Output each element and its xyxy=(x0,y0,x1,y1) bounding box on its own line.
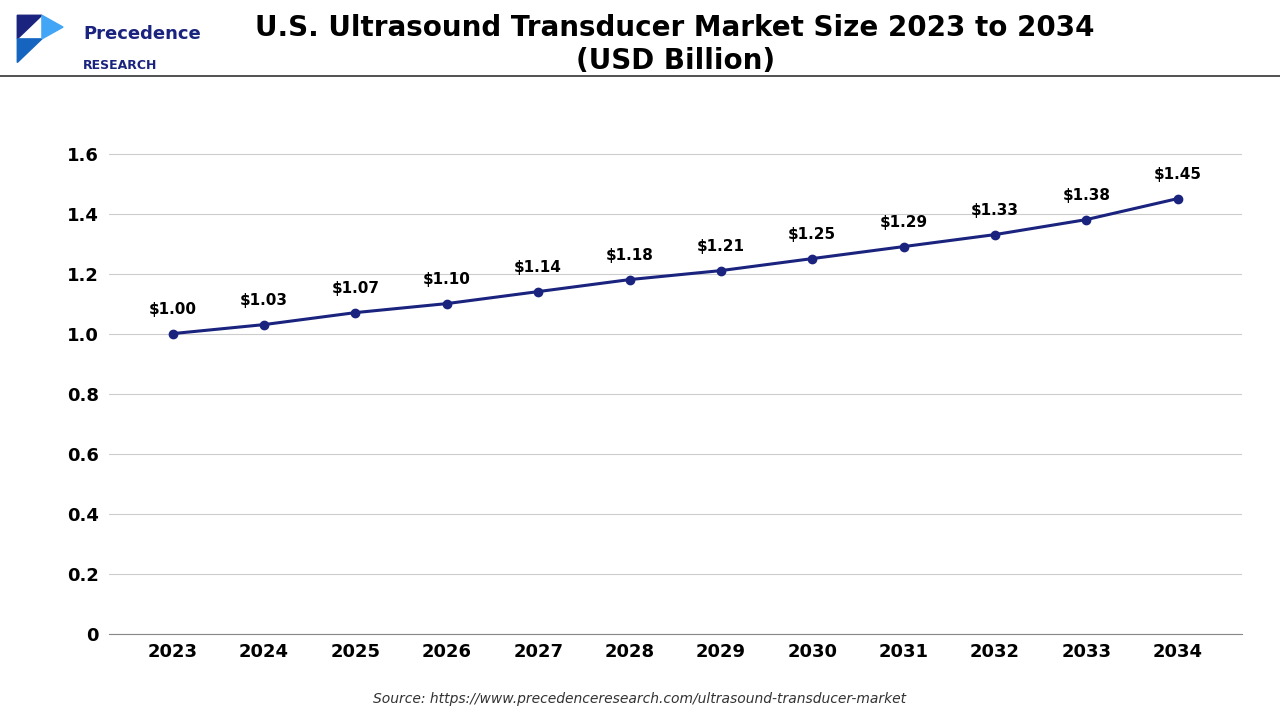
Text: $1.10: $1.10 xyxy=(422,272,471,287)
Text: $1.14: $1.14 xyxy=(515,260,562,275)
Text: $1.29: $1.29 xyxy=(879,215,928,230)
Text: Precedence: Precedence xyxy=(83,25,201,43)
Polygon shape xyxy=(18,39,42,63)
Text: $1.18: $1.18 xyxy=(605,248,654,263)
Text: $1.33: $1.33 xyxy=(972,203,1019,218)
Text: RESEARCH: RESEARCH xyxy=(83,59,157,72)
Text: $1.21: $1.21 xyxy=(696,239,745,254)
Text: $1.03: $1.03 xyxy=(241,293,288,308)
Text: Source: https://www.precedenceresearch.com/ultrasound-transducer-market: Source: https://www.precedenceresearch.c… xyxy=(374,692,906,706)
Polygon shape xyxy=(18,15,42,39)
Text: $1.00: $1.00 xyxy=(148,302,197,317)
Text: $1.38: $1.38 xyxy=(1062,188,1110,203)
Polygon shape xyxy=(42,15,63,39)
Text: $1.25: $1.25 xyxy=(788,227,836,242)
Text: $1.45: $1.45 xyxy=(1153,167,1202,182)
Text: $1.07: $1.07 xyxy=(332,281,379,296)
Title: U.S. Ultrasound Transducer Market Size 2023 to 2034
(USD Billion): U.S. Ultrasound Transducer Market Size 2… xyxy=(256,14,1094,75)
